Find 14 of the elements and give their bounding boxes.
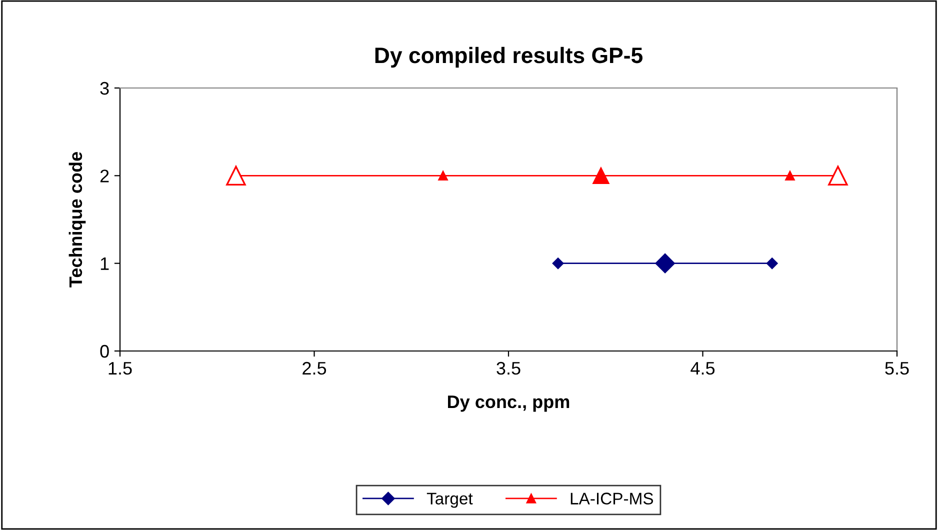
x-tick-label: 3.5 xyxy=(496,362,520,375)
chart-title: Dy compiled results GP-5 xyxy=(375,46,642,68)
x-axis-title: Dy conc., ppm xyxy=(448,396,570,412)
y-tick-label: 1 xyxy=(100,257,109,270)
x-tick-label: 5.5 xyxy=(885,362,909,375)
x-tick-label: 1.5 xyxy=(108,362,132,375)
y-tick-label: 2 xyxy=(100,170,109,182)
x-tick-label: 4.5 xyxy=(690,362,715,375)
y-tick-label: 3 xyxy=(100,82,109,95)
x-tick-label: 2.5 xyxy=(302,362,326,375)
legend-label: Target xyxy=(426,492,473,508)
y-axis-title: Technique code xyxy=(68,152,86,288)
legend-label: LA-ICP-MS xyxy=(570,492,654,504)
y-tick-label: 0 xyxy=(100,344,109,358)
